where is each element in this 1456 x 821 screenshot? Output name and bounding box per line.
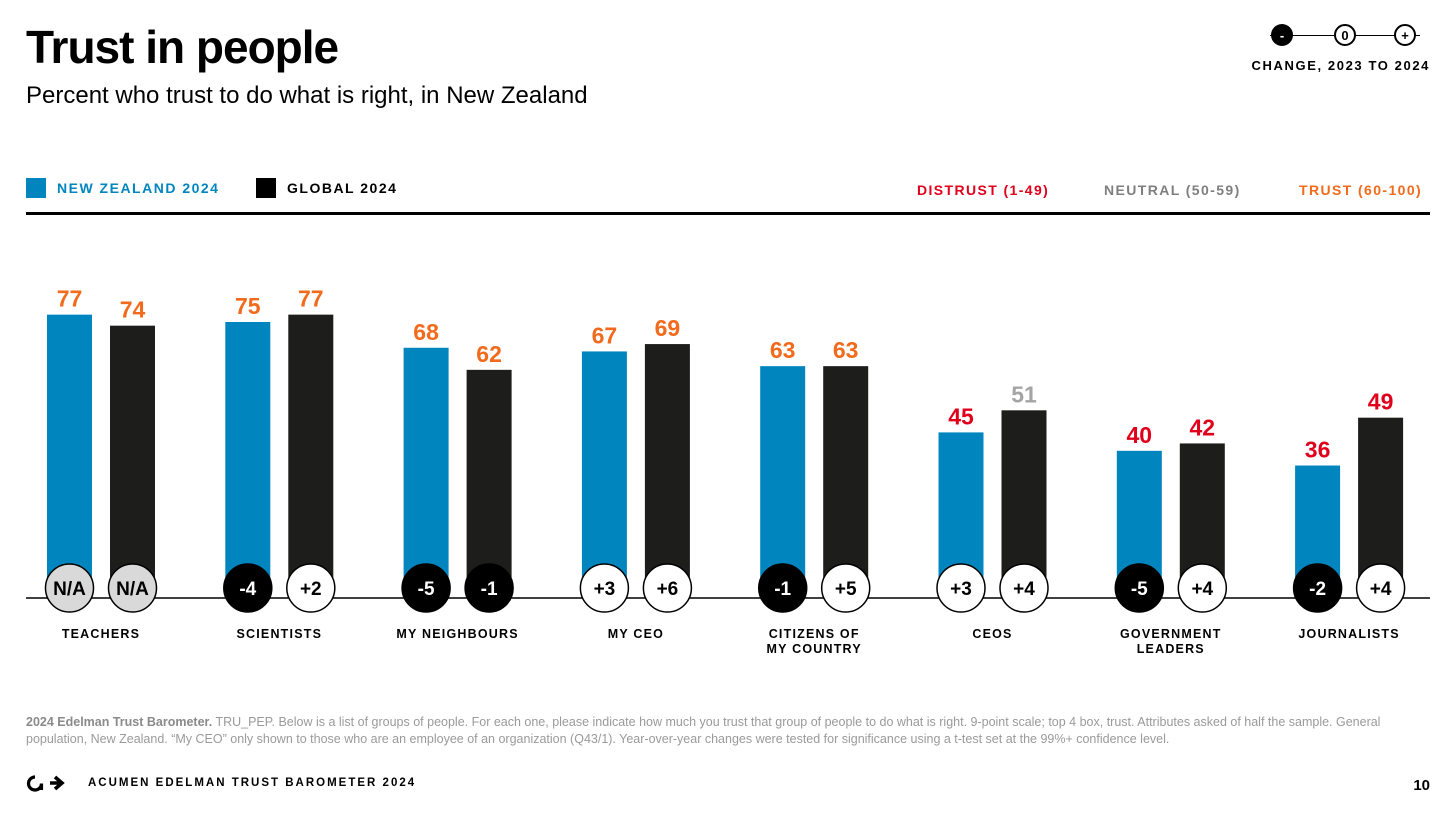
change-negative-icon: -: [1271, 24, 1293, 46]
legend-item-nz: NEW ZEALAND 2024: [26, 178, 219, 198]
category-label: GOVERNMENT: [1120, 627, 1222, 641]
change-badge: [1177, 563, 1228, 613]
bar-value-label: 62: [476, 341, 502, 367]
change-badge-label: -5: [418, 579, 435, 600]
bar-value-label: 63: [833, 337, 859, 363]
change-badge-label: +4: [1013, 579, 1035, 600]
page-number: 10: [1413, 777, 1430, 794]
footnote-source: 2024 Edelman Trust Barometer.: [26, 715, 213, 729]
bar-global: [466, 369, 512, 598]
category-label: MY COUNTRY: [767, 642, 862, 656]
bar-value-label: 77: [298, 286, 324, 312]
change-badge: [1114, 563, 1165, 613]
change-badge: [757, 563, 808, 613]
bar-global: [823, 366, 869, 598]
bar-value-label: 74: [120, 297, 146, 323]
bar-value-label: 42: [1190, 414, 1216, 440]
change-badge-label: +3: [950, 579, 972, 600]
change-badge: [579, 563, 630, 613]
category-label: CEOS: [972, 627, 1012, 641]
bar-nz: [47, 314, 92, 598]
change-badge: [223, 563, 273, 613]
page-title: Trust in people: [26, 21, 339, 73]
change-zero-icon: 0: [1334, 24, 1356, 46]
change-badge: [642, 563, 693, 613]
legend-swatch-nz: [26, 178, 46, 198]
bar-value-label: 68: [413, 319, 439, 345]
change-badge: [107, 563, 158, 613]
legend-label-global: GLOBAL 2024: [287, 180, 398, 196]
header-rule: [26, 212, 1430, 215]
bar-value-label: 36: [1305, 437, 1331, 463]
change-badge-label: -5: [1131, 579, 1148, 600]
change-badge-label: -1: [481, 579, 498, 600]
bar-value-label: 75: [235, 293, 261, 319]
legend: NEW ZEALAND 2024 GLOBAL 2024: [26, 178, 1430, 202]
category-label: TEACHERS: [62, 627, 140, 641]
footnote-text: TRU_PEP. Below is a list of groups of pe…: [26, 715, 1381, 746]
change-badge-label: -1: [774, 579, 791, 600]
scale-distrust-label: DISTRUST (1-49): [917, 182, 1050, 198]
change-badge: [1292, 563, 1343, 613]
change-key: - 0 + CHANGE, 2023 TO 2024: [1230, 22, 1430, 82]
change-positive-icon: +: [1394, 24, 1416, 46]
change-badge: [936, 563, 986, 613]
change-badge: [820, 563, 871, 613]
change-badge: [464, 563, 514, 613]
bar-nz: [760, 366, 806, 598]
change-badge: [1355, 563, 1406, 613]
bar-value-label: 67: [592, 322, 618, 348]
change-badge-label: N/A: [116, 579, 149, 600]
bar-global: [288, 314, 334, 598]
change-badge: [999, 563, 1049, 613]
bar-global: [110, 325, 155, 598]
legend-swatch-global: [256, 178, 276, 198]
category-label: MY NEIGHBOURS: [396, 627, 518, 641]
change-badge-label: -4: [239, 579, 256, 600]
bar-value-label: 45: [948, 403, 974, 429]
category-label: LEADERS: [1137, 642, 1205, 656]
category-label: CITIZENS OF: [769, 627, 860, 641]
page-subtitle: Percent who trust to do what is right, i…: [26, 82, 588, 109]
category-label: SCIENTISTS: [236, 627, 322, 641]
change-badge-label: +2: [300, 579, 322, 600]
footnote: 2024 Edelman Trust Barometer. TRU_PEP. B…: [26, 714, 1430, 748]
acumen-logo-icon: [26, 774, 70, 792]
bar-value-label: 51: [1011, 381, 1037, 407]
bar-value-label: 69: [655, 315, 681, 341]
scale-trust-label: TRUST (60-100): [1299, 182, 1423, 198]
footer-brand: ACUMEN EDELMAN TRUST BAROMETER 2024: [26, 774, 416, 792]
change-badge: [401, 563, 451, 613]
category-label: MY CEO: [608, 627, 664, 641]
change-badge: [286, 563, 336, 613]
bar-value-label: 49: [1368, 389, 1394, 415]
change-badge-label: +4: [1191, 579, 1213, 600]
bar-value-label: 63: [770, 337, 796, 363]
legend-item-global: GLOBAL 2024: [256, 178, 397, 198]
change-badge-label: +5: [835, 579, 857, 600]
change-badge-label: +3: [594, 579, 616, 600]
bar-value-label: 77: [57, 286, 83, 312]
scale-neutral-label: NEUTRAL (50-59): [1104, 182, 1241, 198]
bar-nz: [403, 347, 449, 598]
category-label: JOURNALISTS: [1298, 627, 1399, 641]
bar-nz: [581, 351, 627, 598]
bar-global: [644, 344, 690, 598]
change-badge-label: -2: [1309, 579, 1326, 600]
change-badge-label: +6: [657, 579, 679, 600]
change-badge-label: +4: [1370, 579, 1392, 600]
trust-bar-chart: 77 N/A 74 N/A TEACHERS 75 -4 77 +2 SCIENTISTS 68 -5…: [26, 286, 1430, 656]
bar-nz: [225, 322, 271, 598]
bar-value-label: 40: [1127, 422, 1153, 448]
change-key-label: CHANGE, 2023 TO 2024: [1251, 58, 1430, 73]
change-badge-label: N/A: [53, 579, 86, 600]
change-badge: [44, 563, 95, 613]
legend-label-nz: NEW ZEALAND 2024: [57, 180, 220, 196]
footer-brand-text: ACUMEN EDELMAN TRUST BAROMETER 2024: [88, 777, 417, 789]
